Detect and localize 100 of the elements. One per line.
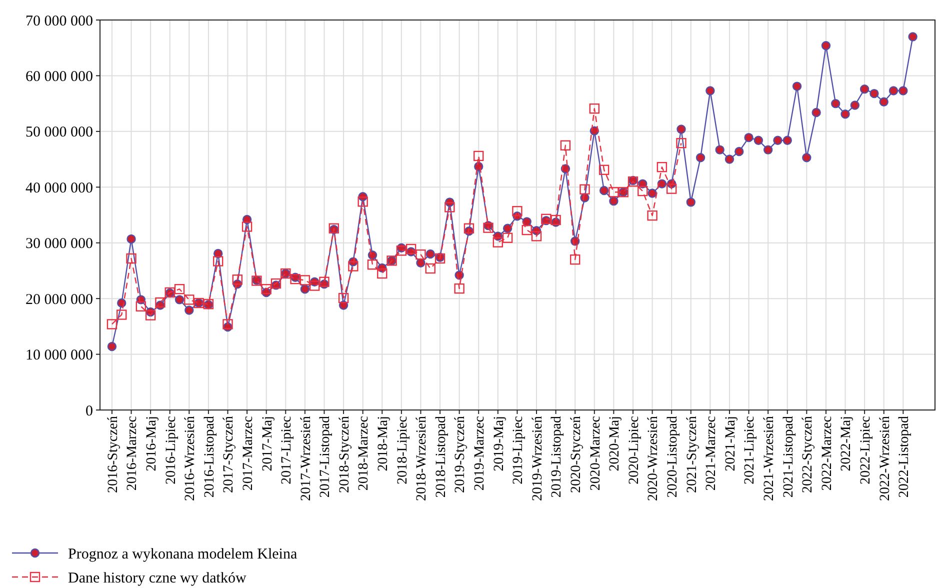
point: [638, 186, 648, 196]
x-tick-label: 2019-Marzec: [472, 416, 488, 491]
point: [589, 103, 600, 114]
point: [560, 140, 571, 150]
x-tick-label: 2020-Styczeń: [569, 416, 584, 493]
y-tick-label: 10 000 000: [26, 348, 93, 364]
x-tick-label: 2017-Styczeń: [222, 416, 237, 493]
point: [598, 164, 610, 175]
point: [106, 319, 118, 330]
point: [377, 268, 388, 279]
y-tick-label: 60 000 000: [26, 68, 93, 85]
point: [608, 187, 619, 198]
legend-label: Prognoz a wykonana modelem Kleina: [68, 546, 298, 562]
point: [492, 237, 504, 248]
point: [300, 275, 310, 286]
x-tick-label: 2022-Wrzesień: [878, 416, 893, 501]
point: [464, 223, 474, 234]
y-tick-label: 20 000 000: [26, 292, 93, 308]
point: [348, 261, 358, 272]
point: [136, 301, 146, 312]
x-tick-label: 2017-Marzec: [240, 416, 256, 491]
x-tick-label: 2016-Styczeń: [106, 416, 121, 493]
point: [270, 278, 282, 289]
point: [184, 294, 194, 305]
point: [406, 244, 416, 254]
x-tick-label: 2018-Lipiec: [395, 416, 410, 484]
x-tick-label: 2018-Styczeń: [337, 416, 352, 493]
x-tick-label: 2019-Maj: [492, 416, 507, 472]
point: [666, 184, 677, 194]
x-tick-label: 2019-Wrzesień: [530, 416, 546, 501]
x-tick-label: 2018-Wrzesień: [414, 416, 430, 501]
x-tick-label: 2017-Wrzesień: [298, 416, 314, 501]
x-tick-label: 2016-Wrzesień: [183, 416, 198, 501]
point: [550, 214, 561, 226]
point: [242, 222, 252, 232]
x-tick-label: 2022-Lipiec: [858, 416, 874, 484]
y-tick-label: 0: [86, 403, 93, 420]
y-tick-label: 50 000 000: [26, 124, 93, 141]
x-tick-label: 2017-Listopad: [318, 416, 334, 498]
y-tick-label: 30 000 000: [26, 236, 93, 252]
x-tick-label: 2021-Lipiec: [742, 416, 758, 484]
point: [656, 162, 668, 172]
x-tick-label: 2020-Marzec: [588, 416, 604, 491]
point: [676, 138, 686, 148]
x-tick-label: 2018-Listopad: [434, 416, 449, 498]
point: [474, 150, 484, 162]
x-tick-label: 2021-Wrzesień: [762, 416, 777, 501]
x-tick-label: 2021-Marzec: [704, 416, 720, 491]
x-tick-label: 2017-Lipiec: [280, 416, 295, 484]
point: [116, 310, 127, 320]
point: [145, 310, 156, 320]
point: [319, 276, 330, 287]
y-tick-label: 70 000 000: [26, 13, 93, 30]
x-tick-label: 2018-Marzec: [356, 416, 372, 491]
x-tick-label: 2020-Lipiec: [626, 416, 642, 484]
x-tick-label: 2021-Maj: [723, 416, 738, 472]
point: [358, 196, 368, 207]
point: [647, 210, 658, 221]
x-tick-label: 2016-Listopad: [202, 416, 218, 498]
x-tick-label: 2016-Maj: [144, 416, 160, 472]
x-tick-label: 2020-Listopad: [665, 416, 680, 498]
point: [126, 253, 136, 264]
point: [522, 224, 532, 236]
point: [338, 292, 349, 304]
x-tick-label: 2019-Listopad: [550, 416, 565, 498]
x-tick-label: 2017-Maj: [260, 416, 276, 472]
point: [261, 284, 272, 294]
point: [454, 283, 464, 294]
legend-label: Dane history czne wy datków: [68, 570, 246, 586]
x-tick-label: 2022-Listopad: [897, 416, 912, 498]
x-tick-label: 2020-Maj: [608, 416, 623, 472]
point: [531, 231, 542, 242]
point: [483, 222, 494, 233]
point: [174, 284, 185, 294]
x-tick-label: 2022-Styczeń: [800, 416, 816, 493]
point: [367, 259, 378, 270]
point: [425, 263, 436, 274]
point: [213, 256, 224, 266]
x-tick-label: 2019-Styczeń: [453, 416, 468, 493]
x-tick-label: 2019-Lipiec: [511, 416, 526, 484]
point: [416, 249, 426, 260]
point: [512, 206, 522, 216]
point: [570, 254, 580, 265]
point: [232, 274, 242, 285]
point: [309, 280, 320, 291]
point: [580, 184, 590, 194]
point: [222, 319, 233, 330]
point: [502, 232, 513, 243]
point: [444, 202, 455, 212]
point: [155, 297, 166, 308]
x-tick-label: 2021-Listopad: [781, 416, 796, 498]
x-tick-label: 2021-Styczeń: [684, 416, 700, 493]
point: [396, 246, 407, 256]
x-tick-label: 2022-Maj: [839, 416, 854, 472]
x-tick-label: 2020-Wrzesień: [646, 416, 662, 501]
x-tick-label: 2018-Maj: [376, 416, 392, 472]
y-tick-label: 40 000 000: [26, 180, 93, 196]
x-tick-label: 2022-Marzec: [820, 416, 835, 491]
point: [290, 274, 300, 284]
x-tick-label: 2016-Lipiec: [164, 416, 179, 484]
